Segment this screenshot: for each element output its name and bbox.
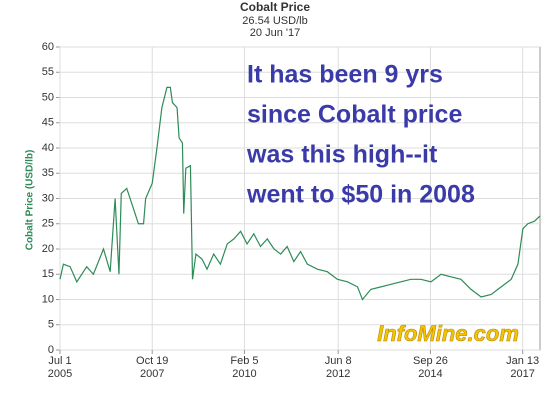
annotation: It has been 9 yrs <box>247 61 443 89</box>
x-tick-label: 2007 <box>140 368 164 380</box>
x-tick-label: 2017 <box>510 368 534 380</box>
y-tick-label: 40 <box>42 142 54 154</box>
x-tick-label: 2005 <box>48 368 72 380</box>
subtitle: 26.54 USD/lb <box>242 15 307 27</box>
y-tick-label: 25 <box>42 218 54 230</box>
watermark: InfoMine.com <box>377 321 519 346</box>
y-tick-label: 45 <box>42 117 54 129</box>
y-tick-label: 30 <box>42 192 54 204</box>
y-tick-label: 10 <box>42 293 54 305</box>
x-tick-label: Jul 1 <box>48 355 71 367</box>
y-tick-label: 0 <box>48 344 54 356</box>
annotation: since Cobalt price <box>247 101 462 129</box>
x-tick-label: Feb 5 <box>230 355 258 367</box>
y-tick-label: 20 <box>42 243 54 255</box>
y-tick-label: 5 <box>48 319 54 331</box>
x-tick-label: Jun 8 <box>325 355 352 367</box>
y-tick-label: 50 <box>42 91 54 103</box>
x-tick-label: 2010 <box>232 368 256 380</box>
y-tick-label: 55 <box>42 66 54 78</box>
y-tick-label: 35 <box>42 167 54 179</box>
x-tick-label: Jan 13 <box>506 355 539 367</box>
x-tick-label: Sep 26 <box>413 355 448 367</box>
x-tick-label: 2012 <box>326 368 350 380</box>
price-line <box>59 86 541 301</box>
x-tick-label: 2014 <box>418 368 442 380</box>
annotation: went to $50 in 2008 <box>246 181 475 209</box>
y-tick-label: 15 <box>42 268 54 280</box>
y-axis-label: Cobalt Price (USD/lb) <box>25 150 36 251</box>
x-tick-label: Oct 19 <box>136 355 168 367</box>
subtitle: 20 Jun '17 <box>250 27 300 39</box>
y-tick-label: 60 <box>42 41 54 53</box>
annotation: was this high--it <box>246 141 438 169</box>
chart-title: Cobalt Price <box>240 0 310 14</box>
